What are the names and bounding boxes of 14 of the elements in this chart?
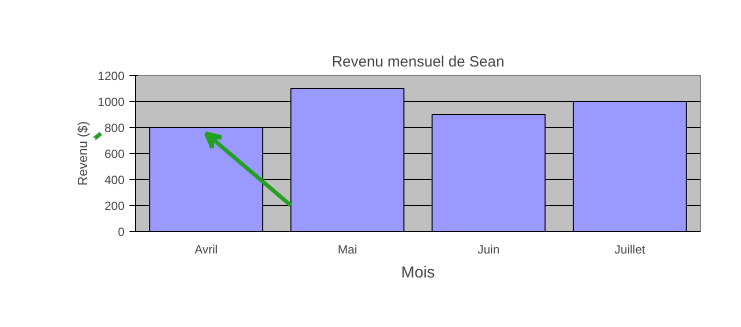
x-tick-label: Mai (338, 242, 358, 256)
x-tick-label: Juin (478, 242, 500, 256)
y-tick-label: 200 (104, 199, 125, 213)
y-tick-label: 0 (118, 225, 125, 239)
y-tick-label: 400 (104, 173, 125, 187)
y-tick-label: 1000 (98, 95, 125, 109)
x-tick-label: Juillet (614, 242, 646, 256)
y-tick-label: 800 (104, 121, 125, 135)
y-tick-label: 1200 (98, 69, 125, 83)
x-axis-title: Mois (401, 264, 435, 282)
y-tick-label: 600 (104, 147, 125, 161)
chart-title: Revenu mensuel de Sean (332, 54, 504, 70)
y-axis-title: Revenu ($) (74, 121, 90, 186)
x-tick-label: Avril (194, 242, 218, 256)
